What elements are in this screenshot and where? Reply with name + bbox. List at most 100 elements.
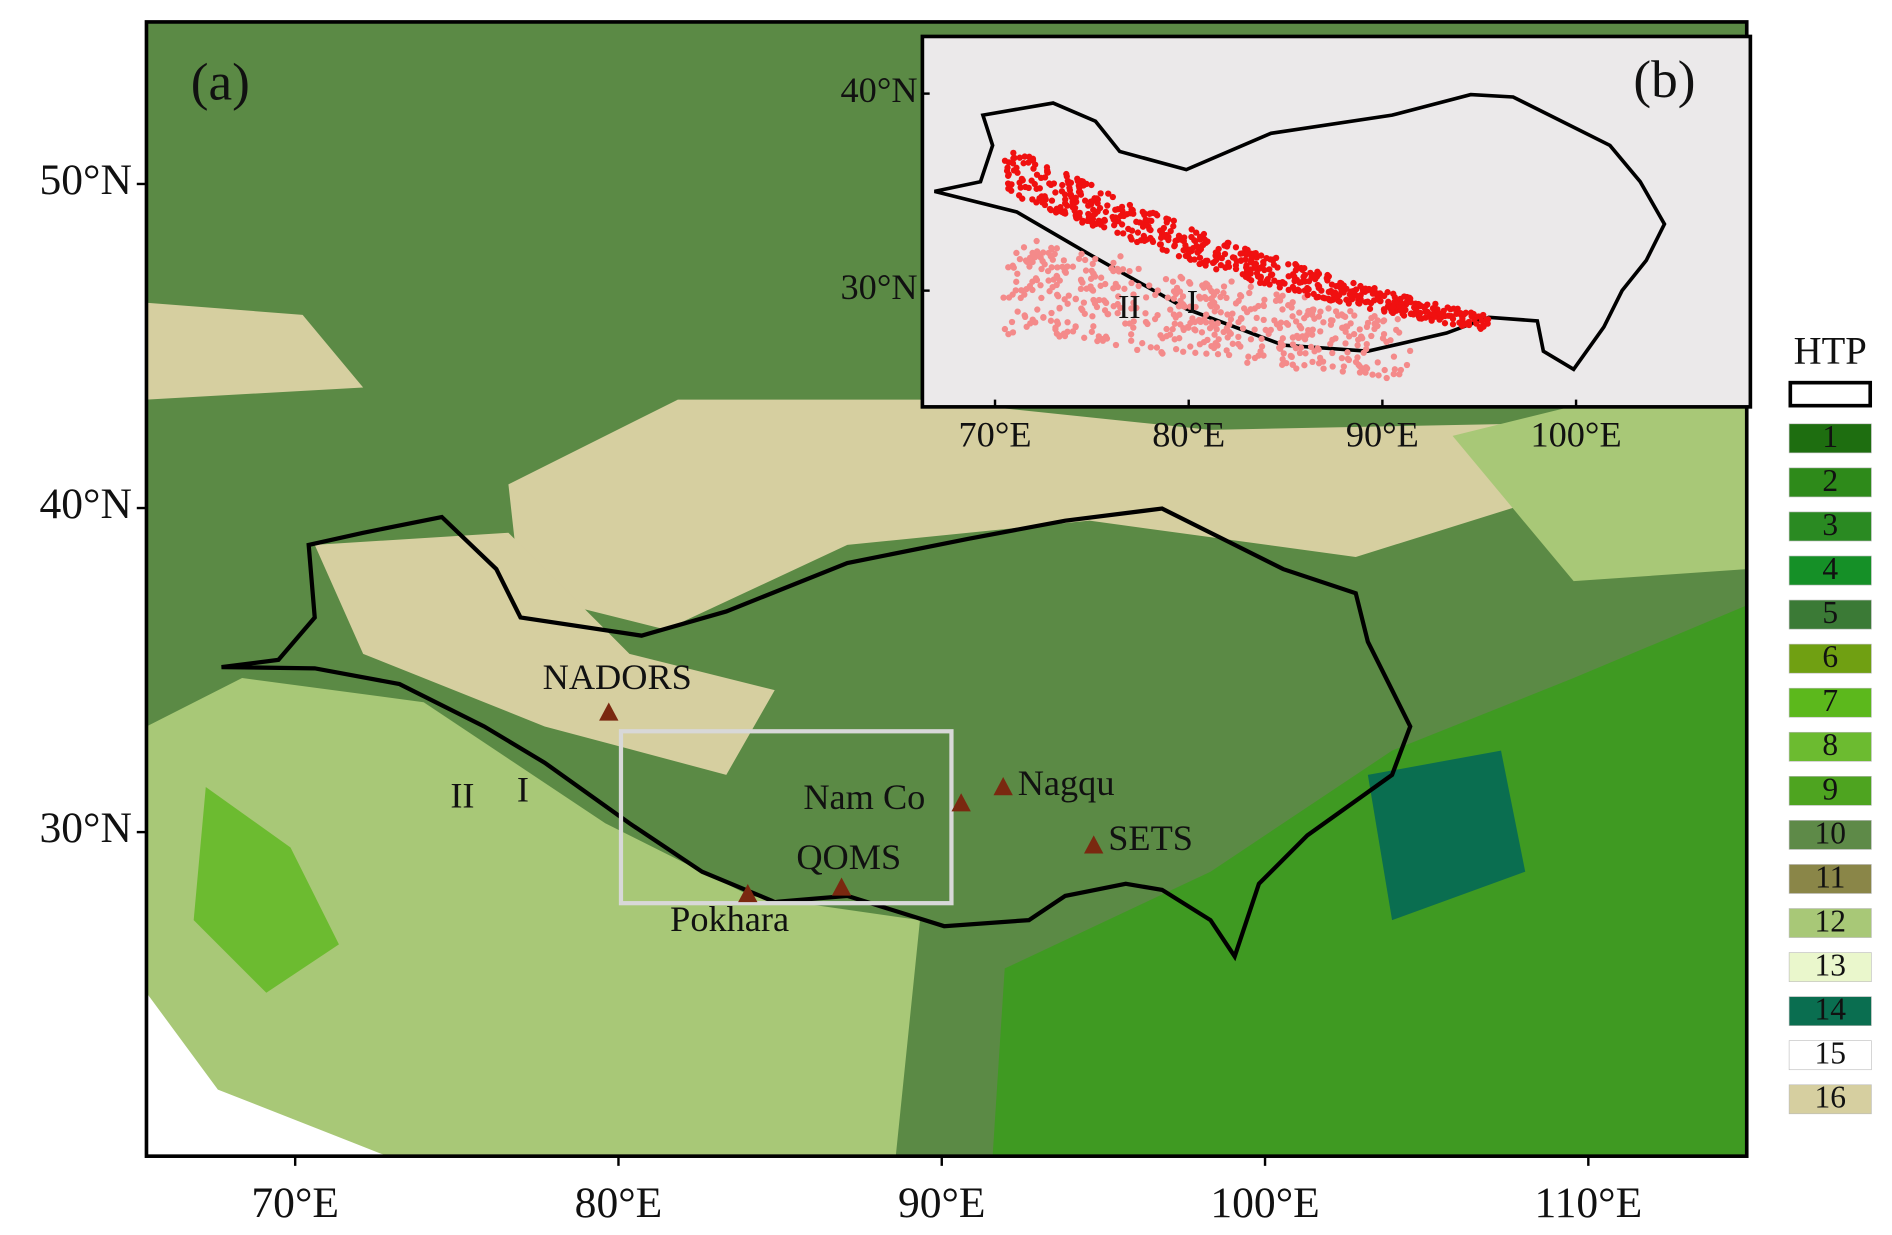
red-point (1162, 233, 1169, 240)
pink-point (1317, 328, 1324, 335)
legend-swatch (1788, 952, 1872, 982)
red-point (1170, 217, 1177, 224)
pink-point (1314, 345, 1322, 353)
red-point (1338, 288, 1345, 295)
legend-label: 1 (1822, 419, 1838, 454)
pink-point (1211, 331, 1218, 338)
red-point (1362, 285, 1369, 292)
pink-point (1338, 355, 1346, 362)
red-point (1163, 247, 1170, 254)
red-point (1348, 288, 1355, 295)
pink-point (1315, 360, 1323, 367)
red-point (1415, 300, 1422, 308)
pink-point (1229, 310, 1236, 317)
pink-point (1037, 254, 1044, 261)
pink-point (1289, 299, 1296, 306)
pink-point (1164, 294, 1171, 301)
pink-point (1090, 296, 1097, 304)
red-point (1213, 266, 1220, 273)
pink-point (1054, 264, 1061, 271)
red-point (1345, 300, 1352, 307)
pink-point (1203, 350, 1210, 357)
red-point (1441, 320, 1449, 327)
red-point (1237, 250, 1244, 257)
pink-point (1014, 308, 1021, 315)
pink-point (1346, 333, 1353, 340)
pink-point (1347, 320, 1354, 327)
pink-point (1383, 374, 1390, 382)
red-point (1067, 179, 1075, 186)
pink-point (1038, 294, 1045, 302)
legend-swatch (1788, 864, 1872, 894)
lon-tick-label: 70°E (959, 415, 1032, 455)
pink-point (1342, 328, 1349, 335)
red-point (1266, 281, 1273, 288)
red-point (1194, 249, 1201, 256)
legend-label: 16 (1815, 1080, 1846, 1115)
red-point (1357, 282, 1364, 290)
pink-point (1296, 349, 1304, 357)
green-southeast (992, 605, 1747, 1157)
red-point (1060, 209, 1068, 217)
pink-point (1013, 278, 1020, 285)
pink-point (1018, 287, 1025, 294)
red-point (1188, 226, 1195, 233)
legend-label: 15 (1815, 1036, 1846, 1071)
pink-point (1186, 303, 1194, 310)
pink-point (1134, 346, 1141, 354)
pink-point (1012, 287, 1019, 294)
pink-point (1251, 326, 1258, 333)
red-point (1300, 273, 1307, 281)
red-point (1271, 277, 1278, 284)
red-point (1364, 298, 1371, 305)
pink-point (1245, 353, 1252, 360)
pink-point (1247, 283, 1254, 291)
pink-point (1238, 315, 1245, 322)
pink-point (1121, 285, 1128, 292)
red-point (1185, 248, 1192, 255)
red-point (1146, 210, 1153, 217)
red-point (1110, 214, 1118, 221)
red-point (1015, 192, 1023, 199)
red-point (1120, 230, 1127, 237)
pink-point (1356, 326, 1363, 333)
red-point (1042, 196, 1049, 203)
red-point (1119, 207, 1126, 215)
pink-point (1198, 329, 1206, 336)
pink-point (1237, 343, 1244, 350)
pink-point (1045, 277, 1052, 284)
pink-point (1360, 349, 1367, 356)
pink-point (1356, 369, 1364, 376)
pink-point (1192, 303, 1199, 311)
red-point (1215, 245, 1222, 253)
red-point (1384, 303, 1391, 310)
pink-point (1045, 249, 1052, 257)
pink-point (1355, 361, 1362, 368)
pink-point (1130, 318, 1137, 325)
pink-point (1098, 274, 1105, 281)
pink-point (1089, 260, 1096, 268)
pink-point (1079, 306, 1086, 314)
red-point (1373, 290, 1381, 297)
red-point (1329, 290, 1337, 297)
red-point (1477, 325, 1484, 332)
pink-point (1211, 308, 1218, 315)
pink-point (1153, 344, 1161, 351)
pink-point (1158, 348, 1165, 356)
zone-label: II (450, 775, 474, 815)
pink-point (1371, 325, 1378, 333)
red-point (1016, 179, 1023, 186)
red-point (1046, 180, 1053, 187)
pink-point (1217, 309, 1224, 316)
lon-tick-label: 100°E (1530, 415, 1621, 455)
pink-point (1053, 318, 1061, 325)
red-point (1011, 154, 1018, 162)
pink-point (1296, 309, 1303, 316)
pink-point (1133, 304, 1140, 312)
pink-point (1000, 294, 1007, 301)
pink-point (1102, 333, 1110, 340)
red-point (1133, 238, 1141, 246)
pink-point (1211, 322, 1218, 329)
pink-point (1176, 288, 1184, 295)
pink-point (1169, 326, 1176, 333)
